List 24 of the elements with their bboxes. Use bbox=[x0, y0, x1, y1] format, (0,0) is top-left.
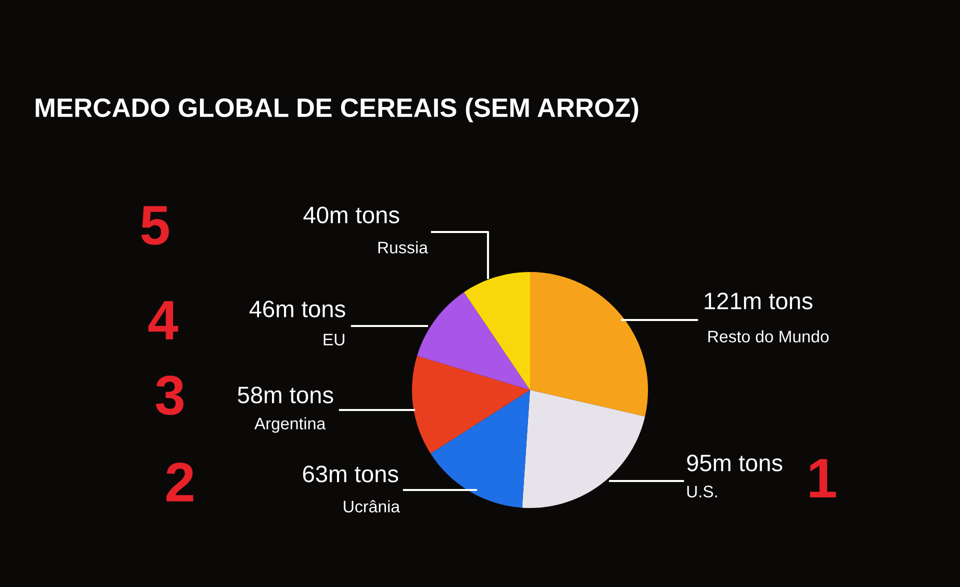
chart-title: MERCADO GLOBAL DE CEREAIS (SEM ARROZ) bbox=[36, 98, 638, 122]
pie-slice bbox=[522, 390, 645, 508]
slice-label: Argentina bbox=[254, 417, 326, 433]
data-label: 95m tons bbox=[687, 454, 782, 472]
text: 2 bbox=[166, 462, 194, 502]
pie-slice bbox=[417, 292, 530, 390]
slice-label: EU bbox=[324, 334, 344, 346]
pie-slice bbox=[412, 356, 530, 454]
data-label: 58m tons bbox=[238, 386, 334, 404]
text: 3 bbox=[156, 376, 184, 415]
pie-slice bbox=[464, 272, 530, 390]
slice-label: Ucrânia bbox=[344, 500, 400, 512]
slice-label: U.S. bbox=[687, 486, 717, 498]
text: 1 bbox=[810, 459, 836, 498]
text: 4 bbox=[148, 301, 178, 340]
data-label: 121m tons bbox=[704, 292, 812, 310]
data-label: 63m tons bbox=[303, 466, 398, 482]
data-label: 46m tons bbox=[249, 300, 346, 318]
text: 5 bbox=[141, 206, 169, 245]
pie-slice bbox=[530, 272, 648, 416]
data-label: 40m tons bbox=[303, 206, 400, 224]
pie-slice bbox=[430, 390, 530, 508]
slice-label: Russia bbox=[378, 241, 428, 254]
slice-label: Resto do Mundo bbox=[708, 330, 829, 342]
